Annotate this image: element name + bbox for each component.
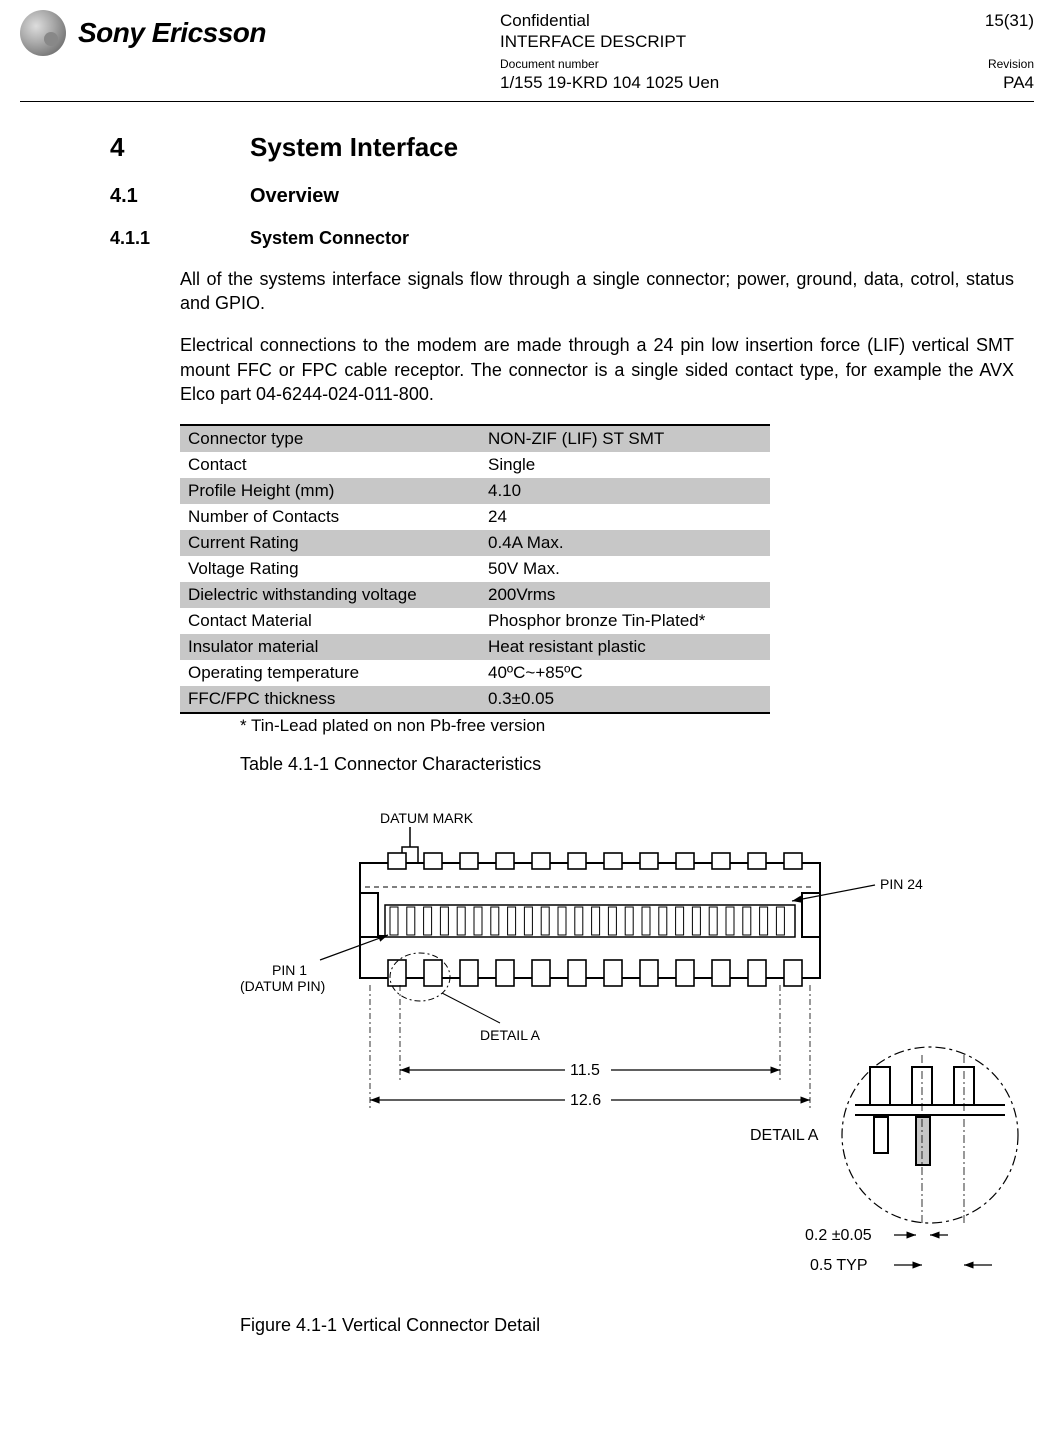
brand-logo-block: Sony Ericsson [20,10,500,56]
spec-key: Voltage Rating [180,556,480,582]
spec-key: Connector type [180,425,480,452]
spec-value: Heat resistant plastic [480,634,770,660]
spec-key: Dielectric withstanding voltage [180,582,480,608]
label-detail-a-2: DETAIL A [750,1127,819,1144]
label-pin1: PIN 1 [272,962,307,978]
dim-0-5: 0.5 TYP [810,1257,868,1274]
table-row: Contact MaterialPhosphor bronze Tin-Plat… [180,608,770,634]
spec-value: 200Vrms [480,582,770,608]
heading-1: 4 System Interface [110,132,1014,163]
spec-value: 40ºC~+85ºC [480,660,770,686]
table-row: Profile Height (mm)4.10 [180,478,770,504]
spec-value: 4.10 [480,478,770,504]
spec-key: Operating temperature [180,660,480,686]
spec-key: Contact Material [180,608,480,634]
heading-2-num: 4.1 [110,185,250,208]
heading-1-num: 4 [110,132,250,163]
doc-number: 1/155 19-KRD 104 1025 Uen [500,72,719,93]
spec-value: 0.4A Max. [480,530,770,556]
label-detail-a-1: DETAIL A [480,1027,541,1043]
spec-value: 24 [480,504,770,530]
heading-2-title: Overview [250,185,339,208]
spec-key: Current Rating [180,530,480,556]
spec-key: Insulator material [180,634,480,660]
label-pin1-sub: (DATUM PIN) [240,978,325,994]
table-row: Dielectric withstanding voltage200Vrms [180,582,770,608]
spec-key: FFC/FPC thickness [180,686,480,713]
spec-value: Phosphor bronze Tin-Plated* [480,608,770,634]
spec-value: Single [480,452,770,478]
heading-2: 4.1 Overview [110,185,1014,208]
doc-title: INTERFACE DESCRIPT [500,31,686,52]
heading-3-title: System Connector [250,228,409,249]
dim-11-5: 11.5 [570,1062,600,1079]
table-footnote: * Tin-Lead plated on non Pb-free version [240,716,1014,736]
logo-sphere-icon [20,10,66,56]
table-row: Voltage Rating50V Max. [180,556,770,582]
figure-caption: Figure 4.1-1 Vertical Connector Detail [240,1315,1014,1336]
dim-12-6: 12.6 [570,1092,601,1109]
page-number: 15(31) [985,10,1034,53]
spec-value: 0.3±0.05 [480,686,770,713]
brand-name: Sony Ericsson [78,17,266,49]
table-row: Connector typeNON-ZIF (LIF) ST SMT [180,425,770,452]
label-datum-mark: DATUM MARK [380,810,474,826]
revision-label: Revision [988,57,1034,72]
classification: Confidential [500,10,686,31]
spec-value: 50V Max. [480,556,770,582]
revision: PA4 [1003,72,1034,93]
doc-header: Sony Ericsson Confidential INTERFACE DES… [20,10,1034,102]
spec-table: Connector typeNON-ZIF (LIF) ST SMTContac… [180,424,770,714]
table-row: Operating temperature40ºC~+85ºC [180,660,770,686]
spec-key: Contact [180,452,480,478]
table-row: Current Rating0.4A Max. [180,530,770,556]
spec-value: NON-ZIF (LIF) ST SMT [480,425,770,452]
paragraph-1: All of the systems interface signals flo… [110,267,1014,316]
table-caption: Table 4.1-1 Connector Characteristics [240,754,1014,775]
paragraph-2: Electrical connections to the modem are … [110,333,1014,406]
heading-3-num: 4.1.1 [110,228,250,249]
dim-0-2: 0.2 ±0.05 [805,1227,872,1244]
table-row: Number of Contacts24 [180,504,770,530]
spec-key: Profile Height (mm) [180,478,480,504]
table-row: ContactSingle [180,452,770,478]
label-pin24: PIN 24 [880,876,923,892]
doc-number-label: Document number [500,57,599,72]
heading-3: 4.1.1 System Connector [110,228,1014,249]
spec-key: Number of Contacts [180,504,480,530]
table-row: FFC/FPC thickness0.3±0.05 [180,686,770,713]
heading-1-title: System Interface [250,132,458,163]
connector-figure: DATUM MARK PIN 24 [210,805,1014,1295]
table-row: Insulator materialHeat resistant plastic [180,634,770,660]
header-meta: Confidential INTERFACE DESCRIPT 15(31) D… [500,10,1034,93]
